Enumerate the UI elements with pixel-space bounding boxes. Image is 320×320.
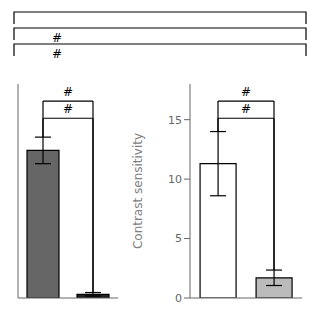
svg-text:#: # bbox=[241, 85, 251, 99]
svg-text:15: 15 bbox=[168, 114, 182, 127]
svg-text:#: # bbox=[241, 102, 251, 116]
svg-text:#: # bbox=[63, 102, 73, 116]
svg-text:0: 0 bbox=[175, 292, 182, 305]
svg-text:#: # bbox=[52, 47, 62, 61]
svg-text:5: 5 bbox=[175, 232, 182, 245]
svg-text:10: 10 bbox=[168, 173, 182, 186]
svg-text:#: # bbox=[52, 31, 62, 45]
svg-text:Contrast sensitivity: Contrast sensitivity bbox=[131, 133, 145, 249]
svg-text:#: # bbox=[63, 85, 73, 99]
